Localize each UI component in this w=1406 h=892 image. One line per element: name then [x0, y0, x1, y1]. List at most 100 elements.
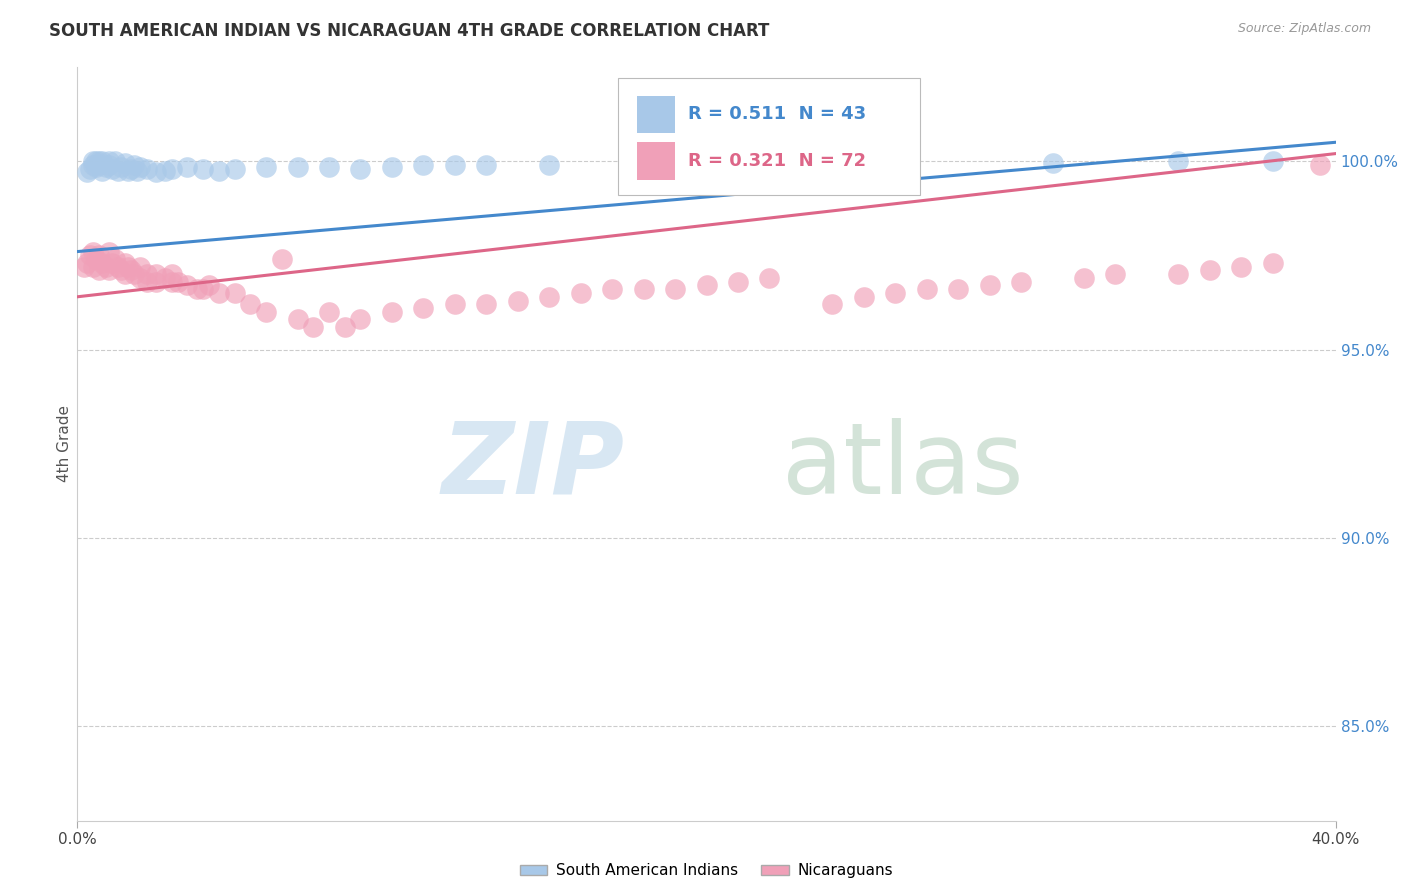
Point — [1010, 275, 1032, 289]
Point — [89, 158, 111, 172]
Point — [114, 156, 136, 170]
Point — [91, 256, 114, 270]
Point — [145, 275, 167, 289]
Point — [506, 293, 529, 308]
Point — [89, 154, 111, 169]
Point — [82, 260, 104, 274]
Point — [412, 301, 434, 315]
Point — [884, 286, 907, 301]
Point — [135, 161, 157, 176]
Point — [198, 278, 221, 293]
Point — [915, 282, 938, 296]
Point — [176, 278, 198, 293]
Point — [287, 160, 309, 174]
Point — [101, 256, 124, 270]
Point — [91, 163, 114, 178]
Point — [1199, 263, 1222, 277]
Point — [101, 161, 124, 176]
Point — [333, 320, 356, 334]
Point — [444, 297, 467, 311]
Point — [412, 158, 434, 172]
Point — [444, 158, 467, 172]
Point — [318, 160, 340, 174]
Point — [254, 305, 277, 319]
Point — [569, 286, 592, 301]
Point — [76, 165, 98, 179]
Point — [208, 286, 231, 301]
Point — [191, 282, 215, 296]
Point — [1042, 156, 1064, 170]
Point — [1104, 267, 1126, 281]
Point — [114, 256, 136, 270]
Point — [82, 158, 104, 172]
Point — [176, 160, 198, 174]
Point — [302, 320, 325, 334]
Point — [84, 252, 107, 266]
Point — [91, 154, 114, 169]
Point — [696, 278, 718, 293]
Point — [79, 248, 101, 262]
Point — [135, 267, 157, 281]
FancyBboxPatch shape — [637, 143, 675, 180]
Point — [224, 161, 246, 176]
Point — [84, 154, 107, 169]
Point — [76, 256, 98, 270]
Point — [89, 263, 111, 277]
Point — [239, 297, 262, 311]
Point — [270, 252, 292, 266]
Legend: South American Indians, Nicaraguans: South American Indians, Nicaraguans — [513, 857, 900, 885]
Point — [145, 165, 167, 179]
Text: atlas: atlas — [782, 417, 1024, 515]
Point — [287, 312, 309, 326]
Point — [117, 260, 139, 274]
Text: ZIP: ZIP — [441, 417, 624, 515]
Text: Source: ZipAtlas.com: Source: ZipAtlas.com — [1237, 22, 1371, 36]
Point — [160, 161, 183, 176]
Point — [381, 160, 404, 174]
Point — [600, 282, 623, 296]
Point — [104, 154, 127, 169]
Point — [1309, 158, 1331, 172]
Point — [89, 248, 111, 262]
Point — [475, 158, 498, 172]
Point — [758, 271, 780, 285]
Point — [852, 290, 875, 304]
Point — [120, 161, 142, 176]
Point — [381, 305, 404, 319]
Point — [475, 297, 498, 311]
Point — [208, 163, 231, 178]
Point — [538, 158, 561, 172]
Point — [82, 154, 104, 169]
Point — [167, 275, 190, 289]
Point — [97, 263, 120, 277]
Point — [72, 260, 94, 274]
Point — [664, 282, 686, 296]
Point — [97, 154, 120, 169]
Point — [97, 244, 120, 259]
FancyBboxPatch shape — [637, 95, 675, 133]
Point — [110, 263, 132, 277]
Point — [160, 275, 183, 289]
Point — [155, 163, 177, 178]
Point — [107, 163, 129, 178]
Point — [186, 282, 208, 296]
Point — [94, 260, 117, 274]
Point — [254, 160, 277, 174]
Point — [1167, 154, 1189, 169]
Point — [318, 305, 340, 319]
Point — [135, 275, 157, 289]
Point — [122, 267, 145, 281]
Point — [107, 260, 129, 274]
Point — [1261, 256, 1284, 270]
Point — [79, 161, 101, 176]
Text: R = 0.321  N = 72: R = 0.321 N = 72 — [688, 153, 866, 170]
Point — [633, 282, 655, 296]
Text: R = 0.511  N = 43: R = 0.511 N = 43 — [688, 105, 866, 123]
FancyBboxPatch shape — [619, 78, 921, 195]
Point — [97, 158, 120, 172]
Point — [948, 282, 970, 296]
Point — [129, 271, 152, 285]
Point — [224, 286, 246, 301]
Point — [1230, 260, 1253, 274]
Point — [84, 160, 107, 174]
